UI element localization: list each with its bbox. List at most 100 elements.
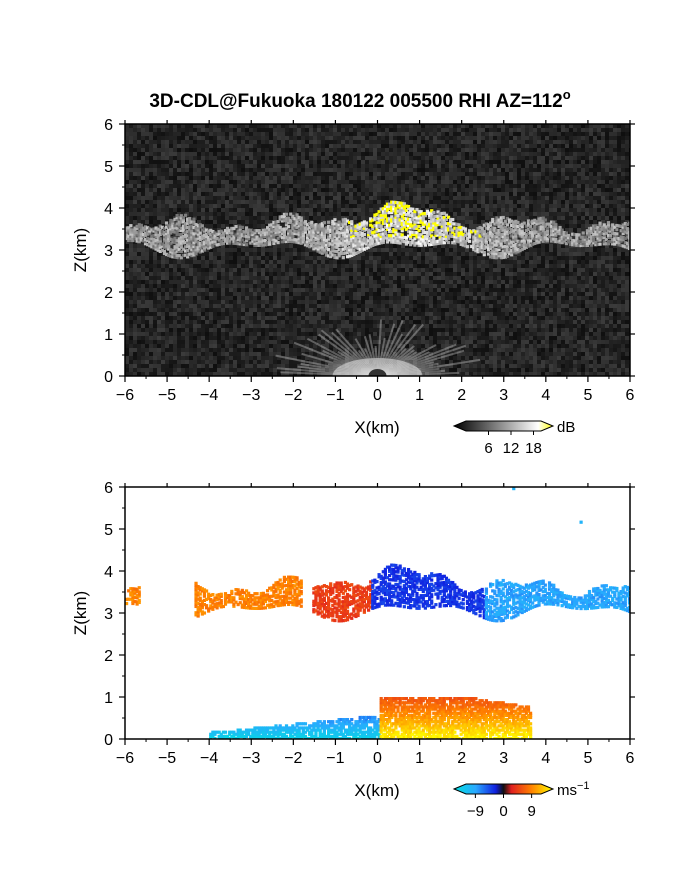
reflectivity-noise-cell [361,260,365,264]
reflectivity-noise-cell [625,256,629,260]
reflectivity-noise-cell [485,148,489,152]
reflectivity-noise-cell [397,136,401,140]
reflectivity-noise-cell [425,204,429,208]
reflectivity-noise-cell [277,200,281,204]
reflectivity-noise-cell [381,256,385,260]
reflectivity-noise-cell [477,124,481,128]
reflectivity-noise-cell [181,164,185,168]
reflectivity-noise-cell [413,168,417,172]
reflectivity-noise-cell [361,264,365,268]
reflectivity-noise-cell [181,188,185,192]
reflectivity-noise-cell [261,128,265,132]
reflectivity-noise-cell [433,252,437,256]
reflectivity-noise-cell [405,272,409,276]
reflectivity-noise-cell [405,140,409,144]
reflectivity-noise-cell [469,192,473,196]
reflectivity-noise-cell [621,268,625,272]
reflectivity-noise-cell [161,132,165,136]
reflectivity-noise-cell [289,160,293,164]
reflectivity-noise-cell [149,148,153,152]
reflectivity-noise-cell [157,152,161,156]
reflectivity-noise-cell [565,272,569,276]
reflectivity-noise-cell [173,204,177,208]
reflectivity-noise-cell [537,176,541,180]
reflectivity-noise-cell [249,180,253,184]
reflectivity-noise-cell [329,144,333,148]
reflectivity-noise-cell [277,164,281,168]
reflectivity-noise-cell [305,268,309,272]
reflectivity-noise-cell [365,192,369,196]
reflectivity-noise-cell [341,192,345,196]
reflectivity-noise-cell [189,140,193,144]
reflectivity-noise-cell [465,136,469,140]
reflectivity-noise-cell [469,260,473,264]
reflectivity-noise-cell [377,208,381,212]
reflectivity-noise-cell [377,244,381,248]
reflectivity-noise-cell [125,244,129,248]
reflectivity-noise-cell [153,280,157,284]
reflectivity-noise-cell [277,124,281,128]
reflectivity-noise-cell [593,136,597,140]
reflectivity-noise-cell [453,252,457,256]
reflectivity-noise-cell [237,164,241,168]
reflectivity-noise-cell [533,156,537,160]
reflectivity-noise-cell [553,168,557,172]
reflectivity-noise-cell [257,172,261,176]
reflectivity-noise-cell [165,184,169,188]
reflectivity-noise-cell [573,164,577,168]
reflectivity-noise-cell [613,276,617,280]
reflectivity-noise-cell [249,168,253,172]
reflectivity-noise-cell [537,196,541,200]
reflectivity-noise-cell [473,216,477,220]
reflectivity-noise-cell [537,164,541,168]
reflectivity-noise-cell [605,168,609,172]
reflectivity-noise-cell [241,236,245,240]
reflectivity-noise-cell [465,160,469,164]
reflectivity-noise-cell [405,248,409,252]
reflectivity-noise-cell [605,128,609,132]
reflectivity-noise-cell [241,196,245,200]
reflectivity-noise-cell [233,156,237,160]
reflectivity-noise-cell [341,160,345,164]
reflectivity-noise-cell [221,192,225,196]
reflectivity-noise-cell [497,144,501,148]
reflectivity-noise-cell [433,196,437,200]
reflectivity-noise-cell [125,172,129,176]
reflectivity-noise-cell [613,152,617,156]
reflectivity-noise-cell [565,224,569,228]
reflectivity-noise-cell [265,252,269,256]
reflectivity-noise-cell [557,276,561,280]
reflectivity-noise-cell [625,212,629,216]
reflectivity-noise-cell [597,208,601,212]
reflectivity-noise-cell [613,140,617,144]
reflectivity-noise-cell [613,268,617,272]
reflectivity-noise-cell [157,148,161,152]
reflectivity-noise-cell [277,144,281,148]
reflectivity-noise-cell [393,252,397,256]
reflectivity-noise-cell [457,264,461,268]
reflectivity-noise-cell [185,124,189,128]
reflectivity-noise-cell [273,176,277,180]
reflectivity-noise-cell [529,144,533,148]
reflectivity-noise-cell [325,140,329,144]
reflectivity-noise-cell [593,272,597,276]
reflectivity-noise-cell [209,172,213,176]
reflectivity-noise-cell [325,136,329,140]
reflectivity-noise-cell [201,212,205,216]
reflectivity-noise-cell [609,208,613,212]
reflectivity-noise-cell [337,128,341,132]
reflectivity-noise-cell [613,160,617,164]
reflectivity-noise-cell [621,152,625,156]
reflectivity-noise-cell [441,260,445,264]
reflectivity-noise-cell [325,164,329,168]
reflectivity-noise-cell [293,212,297,216]
reflectivity-noise-cell [565,268,569,272]
reflectivity-noise-cell [533,176,537,180]
reflectivity-noise-cell [253,192,257,196]
reflectivity-noise-cell [301,124,305,128]
reflectivity-noise-cell [149,260,153,264]
reflectivity-noise-cell [141,220,145,224]
reflectivity-noise-cell [293,256,297,260]
reflectivity-noise-cell [529,172,533,176]
reflectivity-noise-cell [209,132,213,136]
